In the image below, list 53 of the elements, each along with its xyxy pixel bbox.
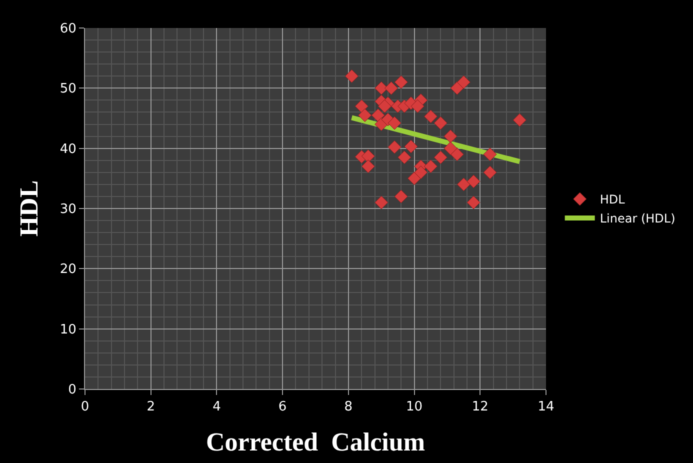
- point: [424, 110, 438, 124]
- point: [424, 160, 438, 174]
- x-tick-label: 6: [278, 400, 287, 415]
- point: [371, 108, 385, 122]
- point: [512, 113, 526, 127]
- point: [466, 174, 480, 188]
- point: [344, 69, 358, 83]
- legend-label: Linear (HDL): [600, 212, 676, 226]
- point: [394, 75, 408, 89]
- x-tick-label: 8: [344, 400, 353, 415]
- y-tick-label: 50: [60, 82, 76, 97]
- y-tick-label: 20: [60, 262, 76, 278]
- y-tick-label: 0: [68, 382, 76, 398]
- point: [404, 140, 418, 154]
- point: [408, 172, 422, 186]
- point: [410, 99, 424, 113]
- x-axis-title: Corrected Calcium: [206, 427, 426, 456]
- point: [361, 160, 375, 174]
- point: [414, 166, 428, 180]
- point: [466, 196, 480, 210]
- point: [384, 81, 398, 95]
- point: [358, 108, 372, 122]
- point: [450, 148, 464, 162]
- point: [450, 81, 464, 95]
- y-tick-label: 10: [60, 322, 76, 338]
- legend-label: HDL: [600, 192, 626, 207]
- point: [444, 142, 458, 156]
- point: [456, 178, 470, 192]
- y-tick-label: 60: [60, 22, 76, 37]
- x-tick-label: 10: [406, 400, 423, 415]
- point: [434, 150, 448, 164]
- point: [378, 99, 392, 113]
- x-tick-label: 12: [472, 400, 488, 415]
- y-axis-title: HDL: [14, 180, 44, 237]
- point: [374, 81, 388, 95]
- point: [483, 148, 497, 162]
- point: [388, 140, 402, 154]
- y-tick-label: 30: [60, 202, 76, 218]
- point: [456, 75, 470, 89]
- point: [388, 116, 402, 130]
- x-tick-label: 2: [146, 400, 155, 415]
- point: [434, 116, 448, 130]
- point: [354, 99, 368, 113]
- y-tick-label: 40: [60, 142, 76, 157]
- x-tick-label: 14: [538, 400, 554, 415]
- x-tick-label: 4: [212, 400, 221, 415]
- point: [361, 149, 375, 163]
- x-tick-label: 0: [80, 400, 90, 415]
- point: [394, 190, 408, 204]
- point: [483, 166, 497, 180]
- point: [398, 150, 412, 164]
- point: [444, 130, 458, 144]
- point: [374, 196, 388, 210]
